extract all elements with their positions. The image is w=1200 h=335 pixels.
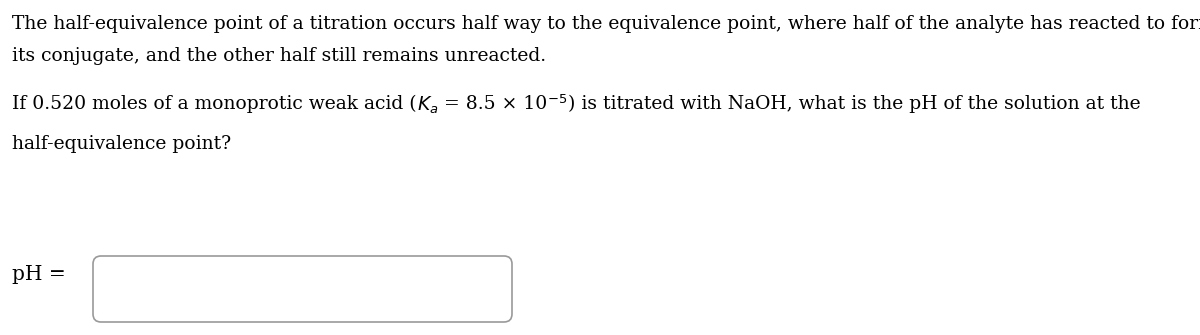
FancyBboxPatch shape	[94, 256, 512, 322]
Text: = 8.5 × 10: = 8.5 × 10	[438, 95, 547, 113]
Text: The half-equivalence point of a titration occurs half way to the equivalence poi: The half-equivalence point of a titratio…	[12, 15, 1200, 33]
Text: $^{-5}$: $^{-5}$	[547, 95, 568, 114]
Text: its conjugate, and the other half still remains unreacted.: its conjugate, and the other half still …	[12, 47, 546, 65]
Text: pH =: pH =	[12, 266, 66, 284]
Text: half-equivalence point?: half-equivalence point?	[12, 135, 232, 153]
Text: $\mathit{K}_{\mathit{a}}$: $\mathit{K}_{\mathit{a}}$	[416, 95, 438, 116]
Text: ) is titrated with NaOH, what is the pH of the solution at the: ) is titrated with NaOH, what is the pH …	[568, 95, 1140, 113]
Text: If 0.520 moles of a monoprotic weak acid (: If 0.520 moles of a monoprotic weak acid…	[12, 95, 416, 113]
